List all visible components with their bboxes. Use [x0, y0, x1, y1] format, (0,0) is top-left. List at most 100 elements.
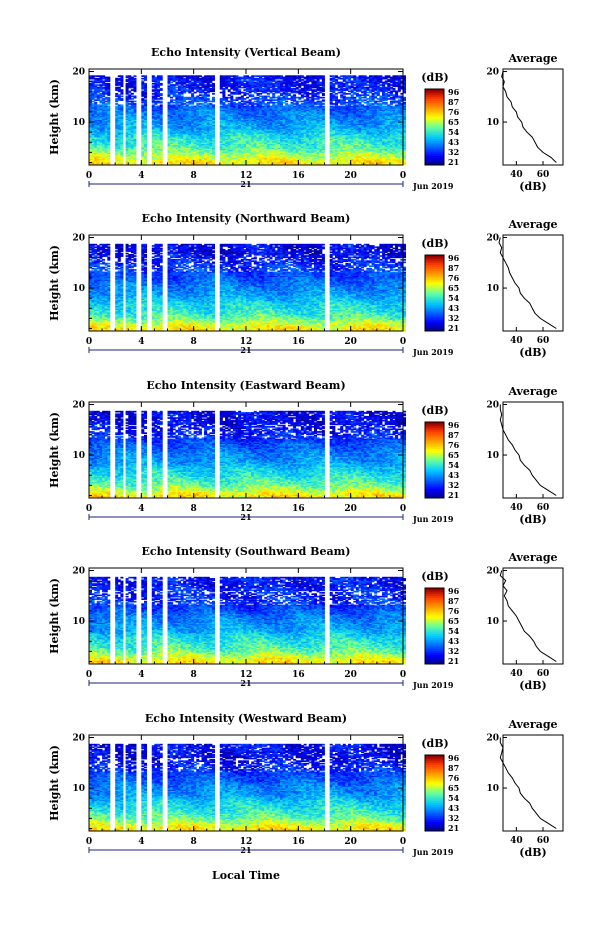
heatmap-cell [188, 101, 191, 103]
heatmap-cell [170, 84, 173, 86]
heatmap-cell [160, 75, 163, 77]
heatmap-cell [141, 80, 144, 82]
heatmap-cell [173, 104, 176, 106]
heatmap-cell [170, 99, 173, 101]
heatmap-cell [118, 104, 121, 106]
heatmap-cell [209, 101, 212, 103]
heatmap-cell [191, 93, 194, 95]
intensity-heatmap [89, 75, 406, 165]
heatmap-cell [128, 75, 131, 77]
heatmap-cell [173, 75, 176, 77]
heatmap-cell [97, 84, 100, 86]
heatmap-cell [228, 75, 231, 77]
heatmap-cell [220, 98, 223, 100]
heatmap-cell [196, 84, 199, 86]
heatmap-cell [186, 89, 189, 91]
heatmap-cell [199, 75, 202, 77]
heatmap-cell [222, 102, 225, 104]
heatmap-cell [230, 96, 233, 98]
heatmap-cell [175, 89, 178, 91]
heatmap-cell [105, 83, 108, 85]
heatmap-cell [102, 98, 105, 100]
heatmap-cell [141, 78, 144, 80]
heatmap-cell [94, 84, 97, 86]
heatmap-cell [131, 89, 134, 91]
heatmap-cell [100, 99, 103, 101]
heatmap-cell [194, 106, 197, 108]
heatmap-cell [92, 75, 95, 77]
heatmap-cell [134, 96, 137, 98]
heatmap-cell [154, 101, 157, 103]
heatmap-cell [175, 82, 178, 84]
heatmap-cell [204, 75, 207, 77]
heatmap-cell [178, 104, 181, 106]
heatmap-cell [128, 103, 131, 105]
heatmap-cell [92, 80, 95, 82]
heatmap-cell [120, 96, 123, 98]
heatmap-cell [128, 106, 131, 108]
heatmap-cell [94, 78, 97, 80]
heatmap-cell [126, 83, 129, 85]
heatmap-cell [105, 103, 108, 105]
heatmap-cell [191, 75, 194, 77]
heatmap-cell [97, 75, 100, 77]
heatmap-cell [173, 84, 176, 86]
heatmap-cell [154, 106, 157, 108]
heatmap-cell [199, 94, 202, 96]
heatmap-cell [199, 97, 202, 99]
heatmap-cell [202, 94, 205, 96]
heatmap-cell [152, 83, 155, 85]
heatmap-cell [204, 92, 207, 94]
heatmap-cell [105, 97, 108, 99]
heatmap-cell [157, 75, 160, 77]
heatmap-cell [97, 94, 100, 96]
heatmap-cell [212, 97, 215, 99]
heatmap-cell [131, 77, 134, 79]
heatmap-cell [191, 106, 194, 108]
heatmap-cell [228, 89, 231, 91]
heatmap-cell [126, 75, 129, 77]
heatmap-cell [128, 101, 131, 103]
heatmap-cell [134, 101, 137, 103]
heatmap-cell [212, 104, 215, 106]
heatmap-cell [131, 93, 134, 95]
heatmap-cell [105, 101, 108, 103]
heatmap-cell [199, 103, 202, 105]
heatmap-cell [199, 78, 202, 80]
heatmap-cell [107, 77, 110, 79]
heatmap-cell [118, 82, 121, 84]
heatmap-cell [183, 85, 186, 87]
heatmap-cell [170, 104, 173, 106]
heatmap-cell [120, 98, 123, 100]
heatmap-cell [141, 91, 144, 93]
heatmap-cell [107, 83, 110, 85]
heatmap-cell [178, 75, 181, 77]
heatmap-cell [207, 98, 210, 100]
panel-title: Echo Intensity (Vertical Beam) [151, 46, 341, 59]
heatmap-cell [233, 92, 236, 94]
heatmap-cell [118, 87, 121, 89]
heatmap-cell [152, 96, 155, 98]
heatmap-cell [102, 80, 105, 82]
heatmap-cell [188, 106, 191, 108]
heatmap-cell [170, 75, 173, 77]
heatmap-cell [157, 101, 160, 103]
heatmap-cell [157, 98, 160, 100]
heatmap-cell [134, 78, 137, 80]
heatmap-cell [204, 104, 207, 106]
heatmap-cell [178, 85, 181, 87]
heatmap-cell [100, 104, 103, 106]
heatmap-cell [230, 78, 233, 80]
heatmap-cell [212, 93, 215, 95]
heatmap-cell [173, 102, 176, 104]
heatmap-cell [97, 104, 100, 106]
heatmap-cell [220, 75, 223, 77]
heatmap-cell [191, 82, 194, 84]
heatmap-cell [230, 92, 233, 94]
heatmap-cell [120, 104, 123, 106]
heatmap-cell [160, 93, 163, 95]
heatmap-cell [144, 75, 147, 77]
heatmap-cell [107, 106, 110, 108]
heatmap-cell [97, 78, 100, 80]
heatmap-cell [120, 75, 123, 77]
